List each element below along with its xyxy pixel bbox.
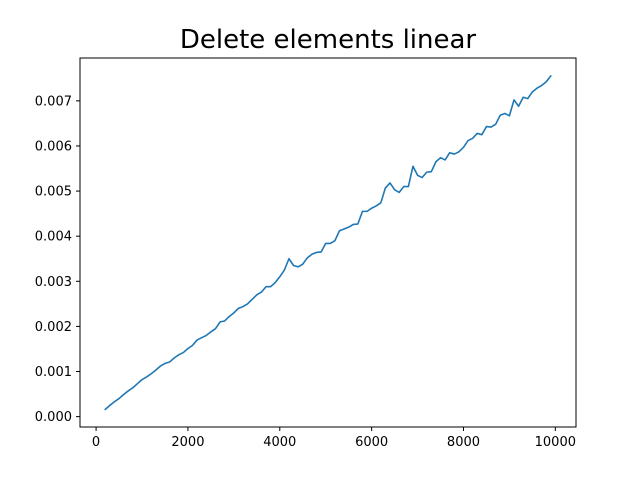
- x-tick-label: 10000: [535, 435, 576, 450]
- x-tick-label: 4000: [263, 435, 296, 450]
- y-axis: 0.000 0.001 0.002 0.003 0.004 0.005 0.006 0.007: [35, 94, 80, 425]
- y-tick-label: 0.004: [35, 230, 72, 245]
- y-tick-label: 0.000: [35, 410, 72, 425]
- series-line-0: [104, 74, 552, 411]
- x-tick-label: 6000: [355, 435, 388, 450]
- y-tick-label: 0.007: [35, 94, 72, 109]
- chart-title: Delete elements linear: [180, 25, 477, 55]
- y-tick-label: 0.001: [35, 365, 72, 380]
- y-tick-label: 0.005: [35, 185, 72, 200]
- plot-frame: [79, 57, 577, 428]
- x-tick-label: 2000: [171, 435, 204, 450]
- y-tick-label: 0.003: [35, 275, 72, 290]
- x-axis: 0 2000 4000 6000 8000 10000: [92, 427, 576, 450]
- x-tick-label: 0: [92, 435, 100, 450]
- x-tick-label: 8000: [447, 435, 480, 450]
- y-tick-label: 0.002: [35, 320, 72, 335]
- y-tick-label: 0.006: [35, 139, 72, 154]
